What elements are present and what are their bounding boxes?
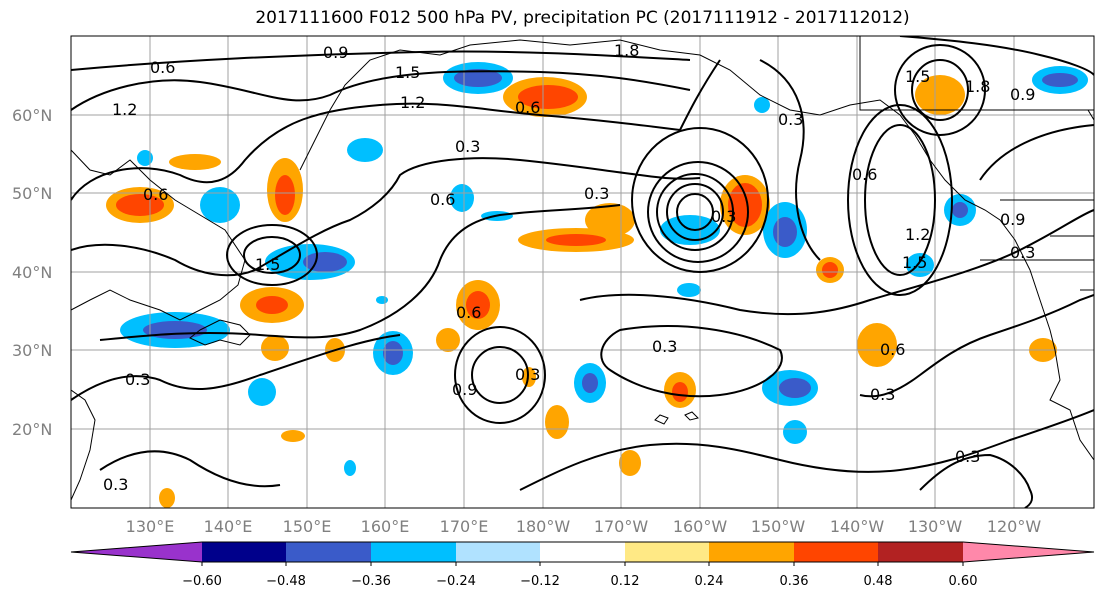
contour-label: 1.5: [395, 63, 420, 82]
lon-label: 170°W: [594, 517, 649, 536]
contour-label: 0.3: [778, 110, 803, 129]
colorbar: −0.60 −0.48 −0.36 −0.24 −0.12 0.12 0.24 …: [70, 541, 1095, 589]
colorbar-segment: [371, 542, 456, 562]
colorbar-tick-label: −0.24: [436, 574, 476, 589]
colorbar-segment: [794, 542, 878, 562]
contour-label: 0.6: [143, 185, 168, 204]
contour-label: 0.3: [870, 385, 895, 404]
contour-label: 1.8: [965, 77, 990, 96]
contour-label: 0.3: [125, 370, 150, 389]
contour-label: 0.3: [584, 184, 609, 203]
lon-label: 140°E: [204, 517, 253, 536]
lon-label: 160°W: [673, 517, 728, 536]
pv-contours: [71, 36, 1094, 508]
contour-label: 0.6: [880, 340, 905, 359]
colorbar-segment: [878, 542, 963, 562]
lat-label: 60°N: [12, 106, 52, 125]
lon-label: 170°E: [440, 517, 489, 536]
contour-label: 0.9: [452, 380, 477, 399]
contour-label: 1.2: [400, 93, 425, 112]
colorbar-segments: [70, 541, 1095, 563]
lat-label: 20°N: [12, 420, 52, 439]
lat-label: 50°N: [12, 184, 52, 203]
contour-labels: 0.6 0.9 1.5 1.2 1.2 0.6 0.3 0.6 0.3 1.5 …: [103, 41, 1035, 494]
colorbar-tick-labels: −0.60 −0.48 −0.36 −0.24 −0.12 0.12 0.24 …: [182, 574, 977, 589]
colorbar-tick-label: −0.60: [182, 574, 222, 589]
contour-label: 0.3: [1010, 243, 1035, 262]
contour-label: 0.3: [103, 475, 128, 494]
colorbar-segment: [286, 542, 371, 562]
contour-label: 0.3: [652, 337, 677, 356]
colorbar-segment: [540, 542, 625, 562]
colorbar-tick-label: −0.48: [266, 574, 306, 589]
colorbar-tick-label: 0.12: [611, 574, 640, 589]
contour-label: 0.9: [1000, 210, 1025, 229]
contour-label: 0.6: [456, 303, 481, 322]
colorbar-segment: [709, 542, 794, 562]
lon-label: 130°W: [908, 517, 963, 536]
lon-label: 120°W: [987, 517, 1042, 536]
colorbar-tick-label: 0.24: [695, 574, 724, 589]
colorbar-segment: [625, 542, 709, 562]
longitude-labels: 130°E 140°E 150°E 160°E 170°E 180°W 170°…: [126, 517, 1042, 536]
contour-label: 0.3: [515, 365, 540, 384]
chart-title: 2017111600 F012 500 hPa PV, precipitatio…: [255, 8, 910, 28]
map-frame: [70, 35, 1095, 509]
lon-label: 150°W: [751, 517, 806, 536]
coastlines: [71, 36, 1094, 501]
lat-label: 40°N: [12, 263, 52, 282]
colorbar-extend-max: [963, 542, 1094, 562]
negative-anomalies: [120, 62, 1088, 476]
contour-label: 1.2: [905, 225, 930, 244]
contour-label: 0.3: [955, 447, 980, 466]
lon-label: 130°E: [126, 517, 175, 536]
contour-label: 0.6: [515, 98, 540, 117]
colorbar-tick-label: 0.36: [780, 574, 809, 589]
lon-label: 180°W: [516, 517, 571, 536]
colorbar-tick-label: −0.36: [351, 574, 391, 589]
colorbar-tick-label: 0.60: [949, 574, 978, 589]
contour-label: 0.9: [323, 43, 348, 62]
contour-label: 1.8: [614, 41, 639, 60]
lat-label: 30°N: [12, 341, 52, 360]
lon-label: 160°E: [361, 517, 410, 536]
contour-label: 1.5: [905, 67, 930, 86]
contour-label: 1.5: [255, 255, 280, 274]
positive-anomalies: [106, 75, 1057, 508]
contour-label: 0.6: [150, 58, 175, 77]
lon-label: 150°E: [283, 517, 332, 536]
colorbar-ticks: [201, 562, 964, 566]
precip-shading: [106, 62, 1088, 508]
contour-label: 1.5: [902, 253, 927, 272]
colorbar-segment: [456, 542, 540, 562]
contour-label: 0.3: [455, 137, 480, 156]
colorbar-extend-min: [71, 542, 202, 562]
contour-label: 0.6: [430, 190, 455, 209]
contour-label: 0.9: [1010, 85, 1035, 104]
colorbar-segment: [202, 542, 286, 562]
colorbar-tick-label: 0.48: [864, 574, 893, 589]
contour-label: 0.3: [711, 207, 736, 226]
colorbar-tick-label: −0.12: [520, 574, 560, 589]
lon-label: 140°W: [830, 517, 885, 536]
contour-label: 0.6: [852, 165, 877, 184]
contour-label: 1.2: [112, 100, 137, 119]
latitude-labels: 60°N 50°N 40°N 30°N 20°N: [12, 106, 52, 439]
